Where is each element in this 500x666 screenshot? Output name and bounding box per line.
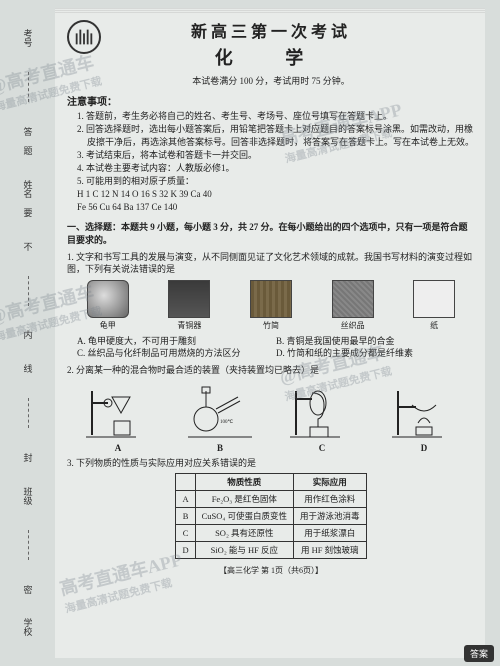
- side-label: 答 题: [22, 127, 35, 155]
- side-label: 内: [22, 330, 35, 339]
- q1-img-bronze: 青铜器: [168, 280, 210, 331]
- q3-h1: 物质性质: [195, 474, 293, 491]
- notice-list: 1. 答题前，考生务必将自己的姓名、考生号、考场号、座位号填写在答题卡上。 2.…: [77, 110, 475, 188]
- side-dash: [28, 530, 29, 560]
- q1-options: A. 龟甲硬度大，不可用于雕刻 B. 青铜是我国使用最早的合金 C. 丝织品与化…: [77, 335, 475, 360]
- q2-apparatus-row: A 100℃ B C: [67, 383, 475, 453]
- page-footer: 【高三化学 第 1页（共6页）】: [67, 565, 475, 576]
- side-label: 学校: [22, 618, 35, 636]
- table-row: BCuSO₄ 可使蛋白质变性用于游泳池消毒: [176, 508, 366, 525]
- q1-images: 龟甲 青铜器 竹简 丝织品 纸: [67, 280, 475, 331]
- side-label: 考号: [22, 29, 35, 47]
- q1-opt-c: C. 丝织品与化纤制品可用燃烧的方法区分: [77, 347, 276, 360]
- binding-margin: 考号 答 题 姓名 要 不 内 线 封 班级 密 学校: [6, 20, 50, 646]
- q2-apparatus-b: 100℃ B: [188, 383, 252, 453]
- side-label: 线: [22, 364, 35, 373]
- q1-stem: 1. 文字和书写工具的发展与演变，从不同侧面见证了文化艺术领域的成就。我国书写材…: [67, 251, 475, 276]
- q2-apparatus-a: A: [86, 383, 150, 453]
- corner-badge: 答案: [464, 645, 494, 662]
- q1-img-bamboo: 竹简: [250, 280, 292, 331]
- side-label: 姓名 要: [22, 180, 35, 217]
- notice-item: 1. 答题前，考生务必将自己的姓名、考生号、考场号、座位号填写在答题卡上。: [77, 110, 475, 123]
- exam-title: 新高三第一次考试: [67, 18, 475, 42]
- table-row: AFe₂O₃ 是红色固体用作红色涂料: [176, 491, 366, 508]
- filtration-icon: [86, 383, 150, 441]
- q1-opt-d: D. 竹简和纸的主要成分都是纤维素: [276, 347, 475, 360]
- evaporation-icon: [392, 383, 456, 441]
- table-row: DSiO₂ 能与 HF 反应用 HF 刻蚀玻璃: [176, 542, 366, 559]
- notice-item: 2. 回答选择题时，选出每小题答案后，用铅笔把答题卡上对应题目的答案标号涂黑。如…: [77, 123, 475, 149]
- svg-text:100℃: 100℃: [220, 419, 234, 425]
- table-row: CSO₂ 具有还原性用于纸浆漂白: [176, 525, 366, 542]
- side-label: 密: [22, 585, 35, 594]
- notice-item: 3. 考试结束后，将本试卷和答题卡一并交回。: [77, 149, 475, 162]
- q2-apparatus-c: C: [290, 383, 354, 453]
- exam-duration: 本试卷满分 100 分，考试用时 75 分钟。: [67, 74, 475, 87]
- q1-img-paper: 纸: [413, 280, 455, 331]
- notice-item: 5. 可能用到的相对原子质量：: [77, 175, 475, 188]
- q3-table: 物质性质 实际应用 AFe₂O₃ 是红色固体用作红色涂料 BCuSO₄ 可使蛋白…: [175, 473, 366, 559]
- side-label: 不: [22, 242, 35, 251]
- q2-stem: 2. 分离某一种的混合物时最合适的装置（夹持装置均已略去）是: [67, 364, 475, 377]
- section1-heading: 一、选择题：本题共 9 小题，每小题 3 分，共 27 分。在每小题给出的四个选…: [67, 221, 475, 246]
- notice-item: 4. 本试卷主要考试内容：人教版必修1。: [77, 162, 475, 175]
- atomic-masses: H 1 C 12 N 14 O 16 S 32 K 39 Ca 40 Fe 56…: [77, 188, 475, 213]
- q1-img-shell: 龟甲: [87, 280, 129, 331]
- school-logo-icon: [67, 20, 101, 54]
- q1-opt-b: B. 青铜是我国使用最早的合金: [276, 335, 475, 348]
- atomic-line: Fe 56 Cu 64 Ba 137 Ce 140: [77, 201, 475, 214]
- side-dash: [28, 72, 29, 102]
- separating-funnel-icon: [290, 383, 354, 441]
- q2-apparatus-d: D: [392, 383, 456, 453]
- side-dash: [28, 276, 29, 306]
- table-row: 物质性质 实际应用: [176, 474, 366, 491]
- q1-opt-a: A. 龟甲硬度大，不可用于雕刻: [77, 335, 276, 348]
- side-label: 班级: [22, 487, 35, 505]
- exam-subject: 化 学: [67, 44, 475, 70]
- q3-stem: 3. 下列物质的性质与实际应用对应关系错误的是: [67, 457, 475, 470]
- q1-img-silk: 丝织品: [332, 280, 374, 331]
- notice-heading: 注意事项：: [67, 93, 475, 108]
- q3-h2: 实际应用: [294, 474, 367, 491]
- title-block: 新高三第一次考试 化 学 本试卷满分 100 分，考试用时 75 分钟。: [67, 18, 475, 87]
- exam-page: 新高三第一次考试 化 学 本试卷满分 100 分，考试用时 75 分钟。 注意事…: [55, 8, 485, 658]
- side-label: 封: [22, 453, 35, 462]
- side-dash: [28, 398, 29, 428]
- q3-h0: [176, 474, 195, 491]
- distillation-icon: 100℃: [188, 383, 252, 441]
- atomic-line: H 1 C 12 N 14 O 16 S 32 K 39 Ca 40: [77, 188, 475, 201]
